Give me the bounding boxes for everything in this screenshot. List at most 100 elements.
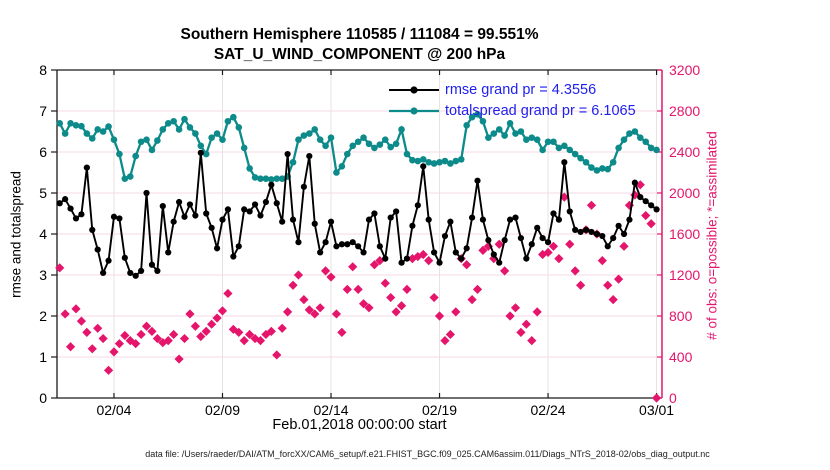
obs-marker (483, 241, 493, 251)
obs-marker (93, 323, 103, 333)
obs-marker (635, 180, 645, 190)
obs-marker (337, 327, 347, 337)
totalspread-series (56, 110, 660, 183)
right-y-tick-label: 800 (669, 308, 693, 324)
left-y-tick-label: 2 (39, 308, 47, 324)
obs-marker (239, 336, 249, 346)
obs-marker (174, 354, 184, 364)
obs-marker (646, 219, 656, 229)
obs-marker (283, 307, 293, 317)
legend-label-rmse: rmse grand pr = 4.3556 (445, 81, 597, 98)
x-tick-label: 02/19 (422, 402, 457, 418)
legend-label-totalspread: totalspread grand pr = 6.1065 (445, 102, 636, 119)
legend: rmse grand pr = 4.3556 totalspread grand… (388, 79, 636, 121)
legend-line-sample-rmse (389, 85, 439, 94)
obs-marker (288, 280, 298, 290)
left-y-tick-label: 8 (39, 62, 47, 78)
axis-tick-labels: 0 1 2 3 4 5 6 7 8 0 400 800 1200 1600 2000 2400 2800 3200… (39, 62, 700, 418)
obs-marker (396, 301, 407, 311)
obs-marker (234, 327, 244, 337)
obs-marker (472, 284, 483, 294)
obs-marker (364, 303, 374, 313)
obs-marker (462, 260, 472, 270)
obs-marker (141, 321, 152, 331)
obs-marker (125, 336, 135, 346)
data-file-footnote: data file: /Users/raeder/DAI/ATM_forcXX/… (145, 449, 710, 459)
left-y-tick-label: 5 (39, 185, 47, 201)
right-y-tick-label: 2800 (669, 103, 700, 119)
obs-marker (76, 316, 87, 326)
right-y-tick-label: 1200 (669, 267, 700, 283)
x-tick-label: 02/09 (205, 402, 240, 418)
x-tick-label: 03/01 (639, 402, 674, 418)
obs-marker (179, 333, 190, 344)
obs-marker (163, 336, 173, 346)
obs-marker (391, 307, 401, 317)
obs-marker (467, 295, 477, 305)
obs-marker (586, 200, 597, 210)
obs-marker (369, 260, 380, 270)
obs-marker (326, 272, 336, 282)
obs-marker (521, 319, 531, 329)
obs-marker (185, 309, 195, 319)
obs-marker (375, 256, 385, 266)
x-tick-label: 02/14 (313, 402, 348, 418)
obs-marker (424, 256, 434, 266)
obs-marker (223, 288, 233, 299)
obs-marker (429, 292, 439, 303)
obs-marker (250, 333, 260, 344)
obs-marker (358, 299, 369, 309)
obs-marker (207, 319, 217, 329)
obs-marker (576, 280, 586, 290)
obs-marker (158, 338, 168, 348)
left-y-tick-label: 1 (39, 349, 47, 365)
obs-marker (597, 256, 607, 266)
x-tick-label: 02/24 (531, 402, 566, 418)
obs-marker (169, 329, 179, 340)
obs-marker (299, 295, 309, 305)
rmse-series (56, 149, 660, 279)
obs-marker (152, 333, 162, 344)
obs-marker (554, 254, 564, 264)
obs-marker (516, 327, 526, 337)
obs-marker (266, 326, 276, 336)
obs-marker (120, 330, 130, 341)
left-y-tick-label: 0 (39, 390, 47, 406)
obs-marker (434, 311, 445, 321)
obs-marker (494, 239, 504, 249)
obs-marker (478, 245, 488, 255)
obs-marker (277, 323, 287, 333)
legend-row-totalspread: totalspread grand pr = 6.1065 (388, 100, 636, 121)
obs-marker (136, 329, 146, 340)
obs-marker (440, 336, 450, 346)
obs-marker (109, 347, 119, 357)
obs-marker (261, 329, 271, 340)
right-y-tick-label: 1600 (669, 226, 700, 242)
obs-marker (60, 309, 70, 319)
obs-marker (559, 192, 569, 202)
right-y-tick-label: 2400 (669, 144, 700, 160)
obs-marker (255, 336, 266, 346)
right-y-tick-label: 3200 (669, 62, 700, 78)
obs-marker (245, 329, 255, 340)
obs-marker (201, 326, 211, 336)
obs-marker (272, 350, 282, 360)
obs-marker (212, 313, 222, 323)
chart-title-line1: Southern Hemisphere 110585 / 111084 = 99… (180, 26, 539, 43)
obs-marker (570, 266, 580, 276)
obs-marker (510, 303, 521, 313)
left-y-tick-label: 7 (39, 103, 47, 119)
obs-marker (348, 262, 358, 272)
obs-marker (548, 241, 559, 251)
obs-marker (131, 339, 141, 349)
left-y-tick-label: 3 (39, 267, 47, 283)
obs-marker (103, 365, 114, 375)
obs-marker (418, 249, 428, 260)
chart-title-line2: SAT_U_WIND_COMPONENT @ 200 hPa (213, 46, 506, 63)
vertical-gridlines (113, 70, 658, 398)
obs-marker (147, 326, 157, 336)
obs-marker (315, 303, 325, 313)
right-y-tick-label: 0 (669, 390, 677, 406)
obs-marker (380, 278, 390, 288)
